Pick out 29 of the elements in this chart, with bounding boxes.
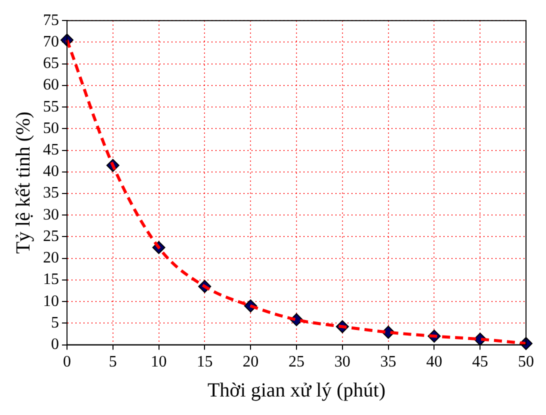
y-tick-label: 50: [43, 120, 59, 137]
x-tick-label: 0: [63, 354, 71, 371]
y-tick-label: 70: [43, 33, 59, 50]
x-tick-label: 35: [380, 354, 396, 371]
y-tick-label: 30: [43, 206, 59, 224]
y-tick-label: 60: [43, 76, 59, 94]
y-axis-title: Tỷ lệ kết tinh (%): [12, 112, 34, 254]
y-tick-label: 65: [43, 55, 59, 72]
y-tick-label: 10: [43, 292, 59, 310]
x-tick-label: 45: [472, 354, 488, 371]
x-tick-label: 20: [242, 354, 259, 371]
x-tick-label: 15: [196, 354, 213, 371]
y-tick-label: 5: [51, 314, 59, 332]
x-tick-label: 25: [288, 354, 304, 371]
y-tick-label: 75: [43, 12, 59, 29]
x-tick-label: 50: [518, 354, 534, 371]
y-tick-label: 45: [43, 141, 59, 158]
x-tick-label: 40: [426, 354, 442, 371]
x-tick-label: 10: [150, 354, 167, 371]
y-tick-label: 0: [51, 336, 59, 354]
y-tick-label: 25: [43, 228, 59, 245]
x-tick-label: 5: [108, 354, 117, 371]
x-tick-label: 30: [334, 354, 350, 371]
y-tick-label: 20: [43, 250, 59, 267]
y-tick-label: 40: [43, 163, 59, 180]
y-tick-label: 35: [43, 184, 59, 202]
y-tick-label: 55: [43, 98, 59, 116]
y-tick-label: 15: [43, 271, 59, 288]
x-axis-title: Thời gian xử lý (phút): [207, 379, 386, 402]
